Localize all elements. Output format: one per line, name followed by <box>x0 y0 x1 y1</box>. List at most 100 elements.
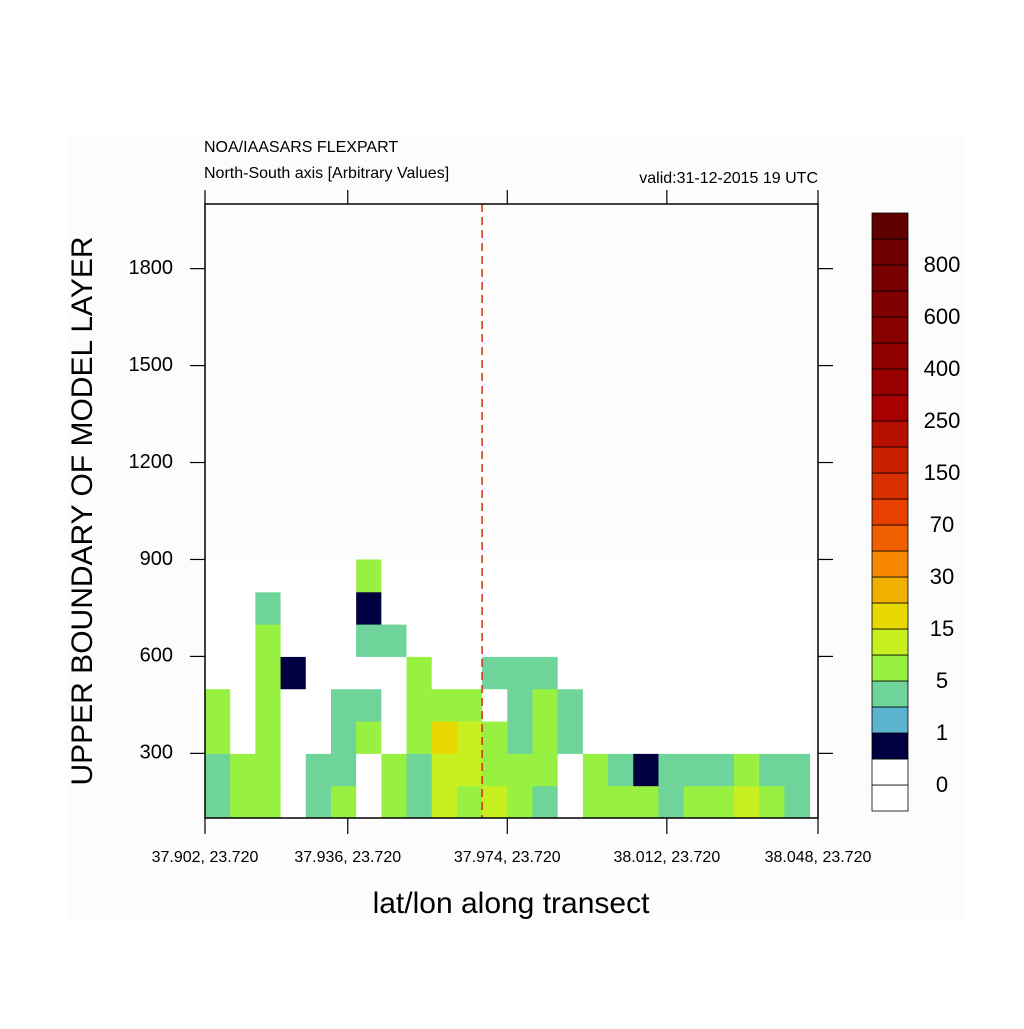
contour-cell <box>734 591 760 625</box>
contour-cell <box>456 656 483 690</box>
contour-cell <box>330 559 357 593</box>
contour-cell <box>482 624 508 657</box>
contour-cell <box>582 785 609 819</box>
colorbar-box <box>871 602 909 630</box>
valid-time: valid:31-12-2015 19 UTC <box>639 170 818 187</box>
contour-cell <box>456 559 483 593</box>
contour-cell <box>205 591 231 625</box>
contour-cell <box>205 785 231 819</box>
contour-cell <box>305 591 332 625</box>
contour-cell <box>305 721 332 754</box>
contour-cell <box>356 591 382 625</box>
contour-cell <box>431 688 458 722</box>
contour-cell <box>507 591 533 625</box>
contour-cell <box>734 656 760 690</box>
contour-cell <box>507 656 533 690</box>
contour-cell <box>658 688 685 722</box>
contour-cell <box>255 721 282 754</box>
y-axis-label: UPPER BOUNDARY OF MODEL LAYER <box>66 236 99 785</box>
contour-cell <box>456 624 483 657</box>
contour-cell <box>205 559 231 593</box>
contour-cell <box>557 559 584 593</box>
contour-cell <box>205 753 231 787</box>
contour-cell <box>683 688 710 722</box>
contour-cell <box>582 591 609 625</box>
colorbar-box <box>871 394 909 422</box>
contour-cell <box>356 785 382 819</box>
colorbar-label: 150 <box>924 460 961 485</box>
colorbar-label: 15 <box>930 616 954 641</box>
colorbar-label: 0 <box>936 772 948 797</box>
colorbar-box <box>871 420 909 448</box>
contour-cell <box>658 624 685 657</box>
contour-cell <box>708 753 735 787</box>
contour-cell <box>784 656 811 690</box>
contour-cell <box>658 753 685 787</box>
colorbar-box <box>871 706 909 734</box>
contour-cell <box>255 591 282 625</box>
contour-cell <box>658 559 685 593</box>
contour-cell <box>482 721 508 754</box>
contour-cell <box>507 785 533 819</box>
contour-cell <box>406 721 433 754</box>
contour-cell <box>683 559 710 593</box>
chart-subtitle: North-South axis [Arbitrary Values] <box>204 165 449 182</box>
contour-cell <box>633 753 659 787</box>
contour-cell <box>582 721 609 754</box>
contour-cell <box>330 688 357 722</box>
contour-cell <box>280 688 307 722</box>
colorbar-box <box>871 524 909 552</box>
contour-cell <box>456 591 483 625</box>
contour-cell <box>557 753 584 787</box>
contour-cell <box>532 785 559 819</box>
colorbar-box <box>871 264 909 292</box>
colorbar-label: 600 <box>924 304 961 329</box>
x-tick-label: 37.974, 23.720 <box>454 849 561 866</box>
contour-cell <box>356 688 382 722</box>
contour-cell <box>658 785 685 819</box>
contour-cell <box>230 559 256 593</box>
colorbar-box <box>871 290 909 318</box>
contour-cell <box>507 559 533 593</box>
contour-cell <box>356 753 382 787</box>
colorbar-box <box>871 628 909 656</box>
contour-cell <box>633 591 659 625</box>
contour-cell <box>456 785 483 819</box>
contour-cell <box>633 688 659 722</box>
contour-cell <box>708 559 735 593</box>
y-tick-label: 600 <box>140 645 173 667</box>
contour-cell <box>683 753 710 787</box>
contour-cell <box>356 624 382 657</box>
contour-cell <box>582 753 609 787</box>
contour-cell <box>482 753 508 787</box>
contour-cell <box>633 721 659 754</box>
contour-cell <box>482 559 508 593</box>
contour-cell <box>759 624 785 657</box>
contour-cell <box>330 591 357 625</box>
contour-cell <box>708 656 735 690</box>
colorbar-label: 30 <box>930 564 954 589</box>
contour-cell <box>482 688 508 722</box>
contour-cell <box>330 785 357 819</box>
contour-cell <box>205 688 231 722</box>
contour-cell <box>532 721 559 754</box>
contour-cell <box>608 753 634 787</box>
contour-cell <box>708 591 735 625</box>
contour-cell <box>683 624 710 657</box>
colorbar-box <box>871 784 909 812</box>
contour-cell <box>381 721 408 754</box>
y-tick-label: 1500 <box>129 354 174 376</box>
colorbar-box <box>871 680 909 708</box>
contour-cell <box>557 721 584 754</box>
contour-cell <box>456 753 483 787</box>
contour-cell <box>532 688 559 722</box>
contour-cell <box>406 559 433 593</box>
contour-cell <box>658 721 685 754</box>
colorbar-box <box>871 576 909 604</box>
contour-cell <box>406 688 433 722</box>
contour-cell <box>683 721 710 754</box>
colorbar-label: 70 <box>930 512 954 537</box>
contour-cell <box>532 656 559 690</box>
colorbar-label: 1 <box>936 720 948 745</box>
y-tick-label: 1200 <box>129 451 174 473</box>
